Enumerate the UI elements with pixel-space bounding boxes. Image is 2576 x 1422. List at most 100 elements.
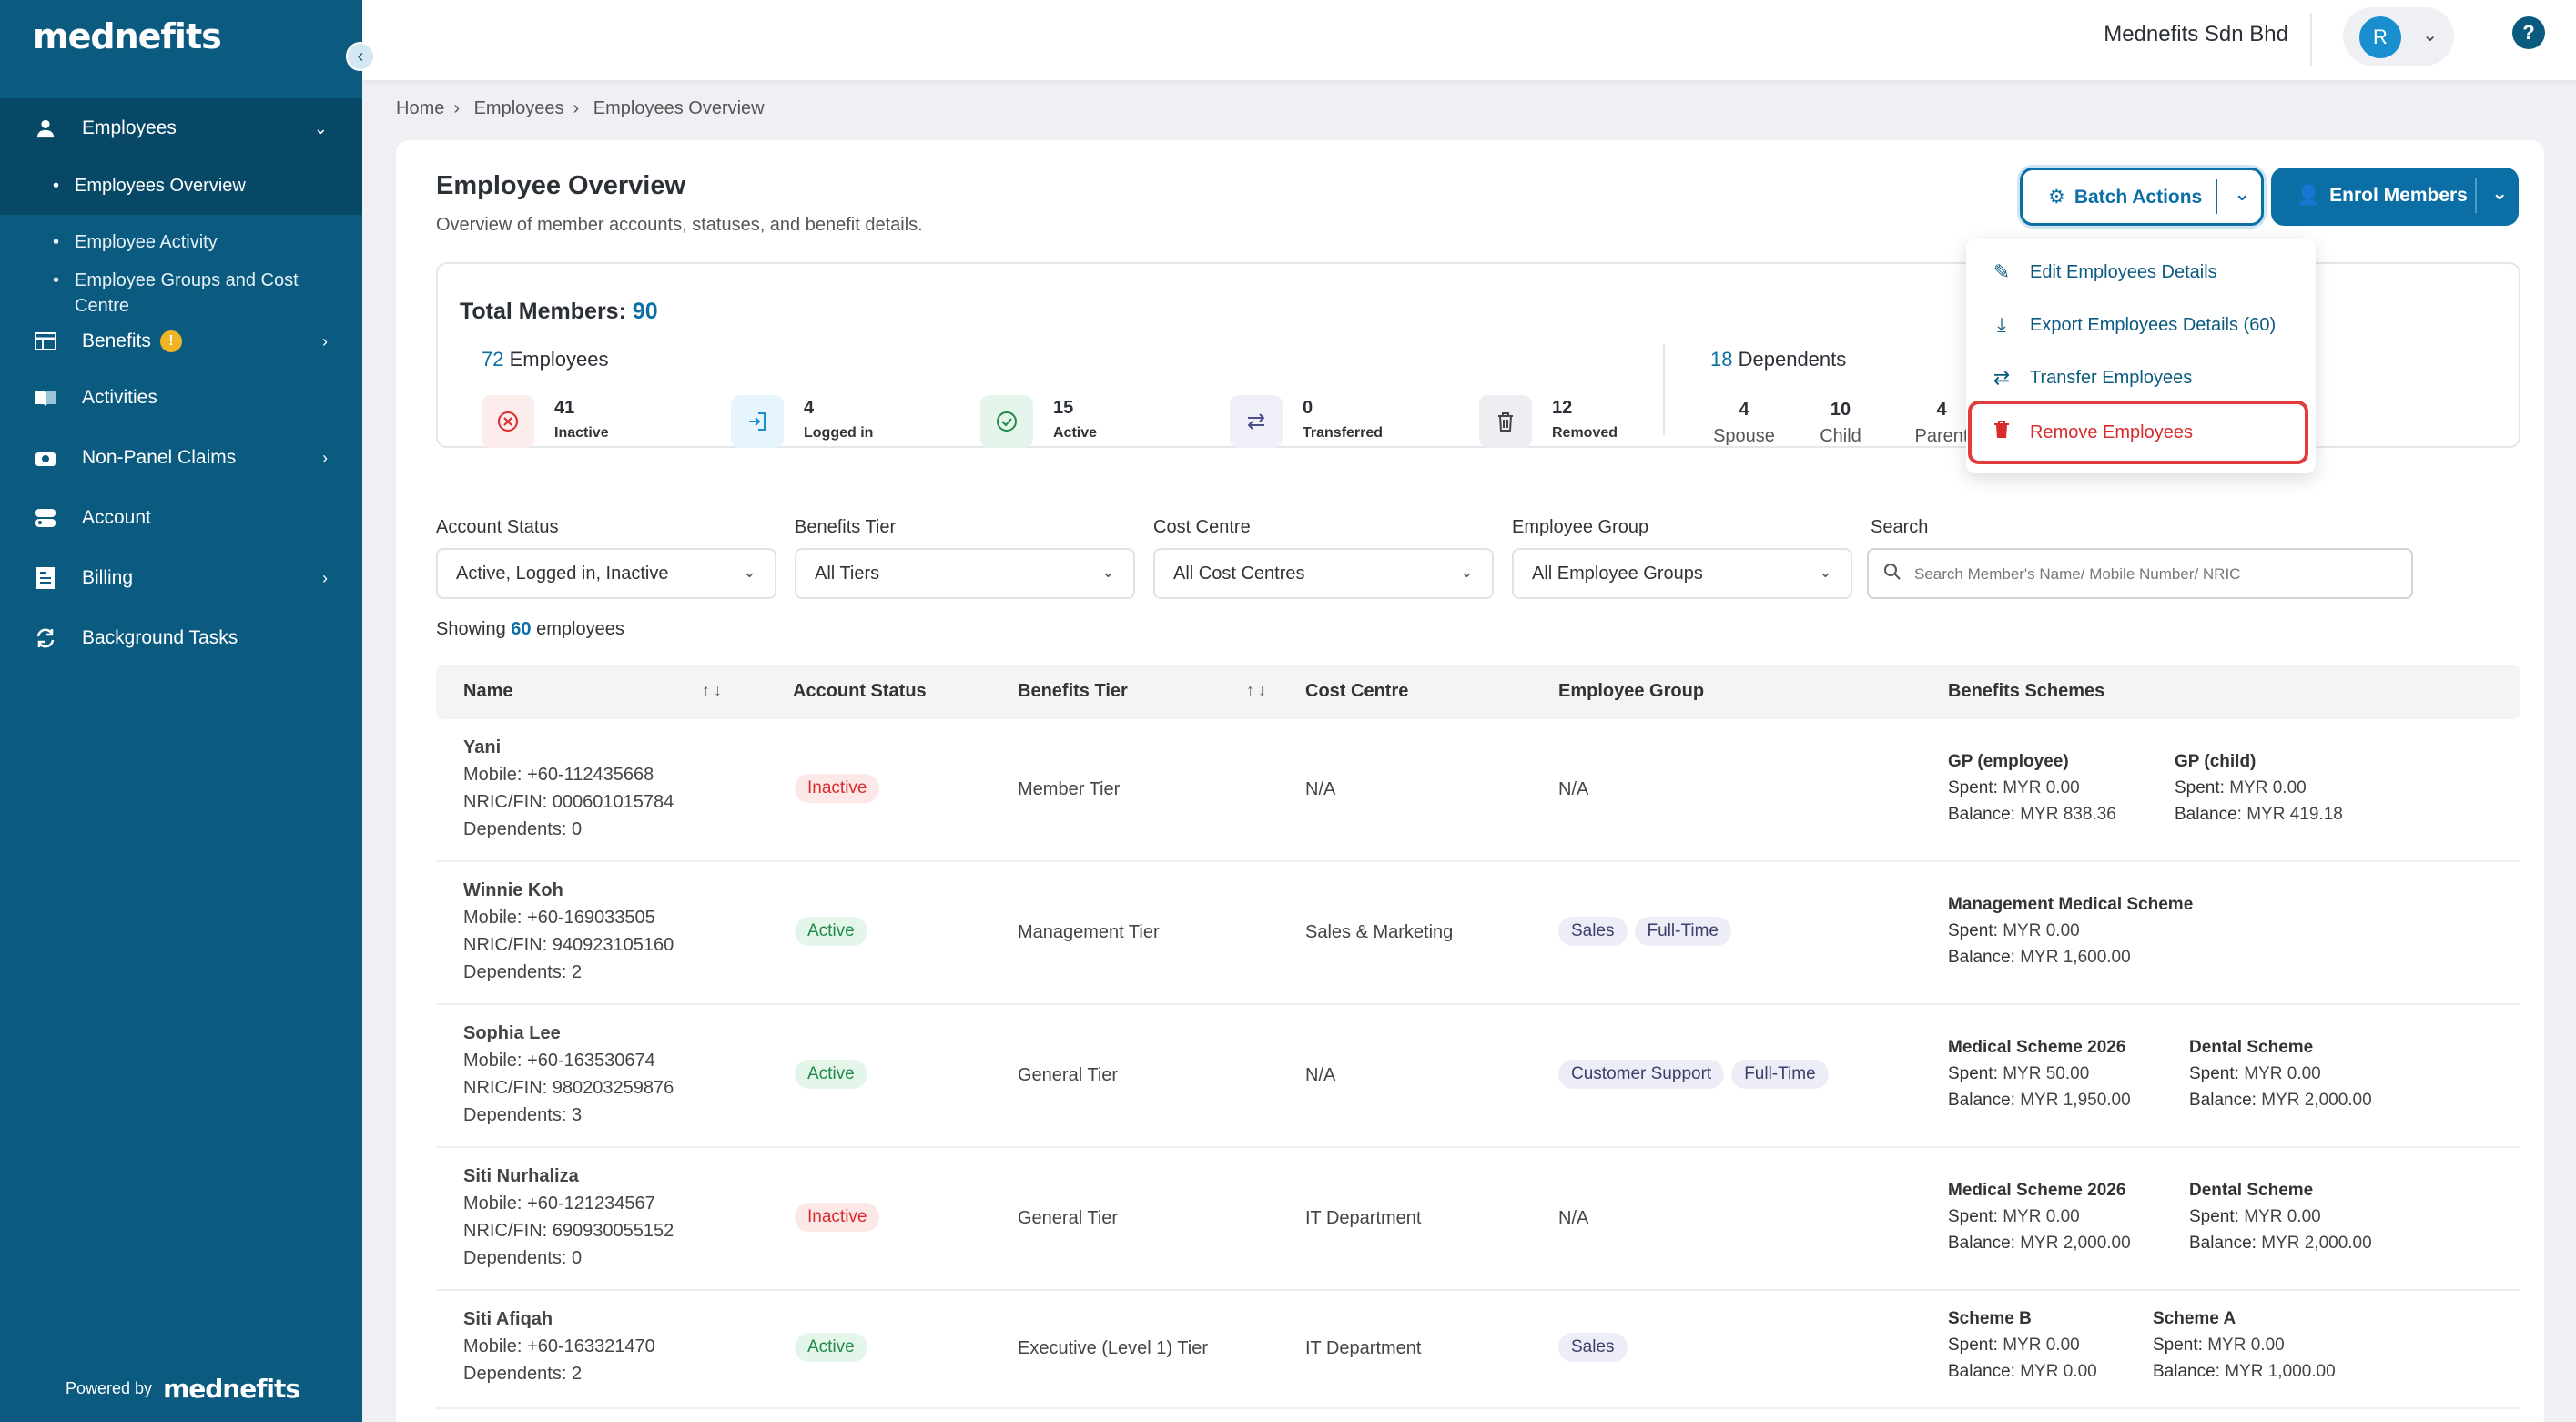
search-icon: [1883, 563, 1902, 586]
group-tags: Sales Full-Time: [1558, 917, 1739, 946]
balance-label: Balance:: [2189, 1234, 2257, 1253]
user-menu[interactable]: R ⌄: [2343, 7, 2454, 66]
employee-name-link[interactable]: Siti Nurhaliza: [463, 1166, 579, 1186]
chevron-down-icon[interactable]: ⌄: [2234, 184, 2250, 205]
employee-name-link[interactable]: Yani: [463, 737, 502, 757]
table-header: Name ↑↓ Account Status Benefits Tier ↑↓ …: [436, 665, 2520, 719]
status-badge: Inactive: [795, 774, 880, 803]
balance-label: Balance:: [2189, 1091, 2257, 1110]
table-row[interactable]: Siti Afiqah Mobile: +60-163321470 Depend…: [436, 1291, 2520, 1409]
employee-name-link[interactable]: Winnie Koh: [463, 880, 563, 900]
table-row[interactable]: Winnie Koh Mobile: +60-169033505 NRIC/FI…: [436, 862, 2520, 1005]
sidebar-item-label: Activities: [82, 387, 157, 408]
sidebar-item-benefits[interactable]: Benefits ! ›: [0, 315, 362, 368]
name-cell: Siti Afiqah Mobile: +60-163321470 Depend…: [463, 1305, 655, 1387]
employee-name-link[interactable]: Siti Afiqah: [463, 1309, 553, 1329]
stat-logged-in[interactable]: 4 Logged in: [731, 395, 873, 448]
sidebar-item-employees-overview[interactable]: Employees Overview: [0, 158, 362, 215]
sidebar-item-label: Billing: [82, 567, 134, 588]
employee-group-value: All Employee Groups: [1532, 564, 1703, 584]
menu-edit-employees[interactable]: ✎ Edit Employees Details: [1990, 260, 2217, 284]
dependent-spouse: 4 Spouse: [1710, 397, 1778, 450]
gear-icon: ⚙: [2048, 187, 2065, 208]
dependents-count-label: Dependents: [1738, 348, 1847, 371]
breadcrumb-employees[interactable]: Employees: [473, 98, 564, 118]
sidebar-item-billing[interactable]: Billing ›: [0, 548, 362, 608]
sort-icon[interactable]: ↑↓: [1246, 681, 1270, 699]
stat-label: Active: [1053, 425, 1098, 441]
balance-label: Balance:: [2175, 805, 2242, 824]
chevron-down-icon[interactable]: ⌄: [2491, 183, 2508, 204]
stat-inactive[interactable]: 41 Inactive: [482, 395, 609, 448]
dependents-text: Dependents: 2: [463, 962, 583, 982]
scheme-name: Dental Scheme: [2189, 1038, 2314, 1057]
sidebar-item-background-tasks[interactable]: Background Tasks: [0, 608, 362, 668]
table-icon: [33, 329, 58, 354]
stat-transferred[interactable]: 0 Transferred: [1230, 395, 1383, 448]
chevron-right-icon: ›: [322, 568, 328, 587]
showing-prefix: Showing: [436, 619, 506, 639]
sidebar-item-activities[interactable]: Activities: [0, 368, 362, 428]
scheme-block: Medical Scheme 2026 Spent: MYR 50.00 Bal…: [1948, 1034, 2131, 1113]
batch-actions-label: Batch Actions: [2074, 186, 2203, 208]
employee-name-link[interactable]: Sophia Lee: [463, 1023, 561, 1043]
menu-export-employees[interactable]: ⤓ Export Employees Details (60): [1990, 313, 2276, 337]
sidebar-item-employee-groups[interactable]: Employee Groups and Cost Centre: [0, 264, 362, 324]
batch-actions-button[interactable]: ⚙ Batch Actions ⌄: [2020, 168, 2264, 226]
column-benefits-schemes: Benefits Schemes: [1948, 681, 2105, 701]
dependents-text: Dependents: 0: [463, 1248, 583, 1268]
column-employee-group: Employee Group: [1558, 681, 1705, 701]
table-row[interactable]: Siti Nurhaliza Mobile: +60-121234567 NRI…: [436, 1148, 2520, 1291]
table-row[interactable]: Yani Mobile: +60-112435668 NRIC/FIN: 000…: [436, 719, 2520, 862]
balance-value: MYR 838.36: [2020, 805, 2116, 824]
benefits-tier-select[interactable]: All Tiers ⌄: [795, 548, 1135, 599]
mednefits-logo[interactable]: mednefits: [33, 16, 222, 56]
spent-label: Spent:: [1948, 1336, 1998, 1355]
help-icon[interactable]: ?: [2512, 16, 2545, 49]
page-title: Employee Overview: [436, 171, 686, 200]
cost-centre-label: Cost Centre: [1153, 517, 1251, 537]
scheme-block: GP (child) Spent: MYR 0.00 Balance: MYR …: [2175, 748, 2343, 828]
balance-label: Balance:: [2153, 1362, 2220, 1381]
cost-centre-select[interactable]: All Cost Centres ⌄: [1153, 548, 1494, 599]
account-status-select[interactable]: Active, Logged in, Inactive ⌄: [436, 548, 776, 599]
balance-label: Balance:: [1948, 948, 2015, 967]
breadcrumb-home[interactable]: Home: [396, 98, 445, 118]
menu-transfer-employees[interactable]: ⇄ Transfer Employees: [1990, 366, 2192, 390]
chevron-down-icon: ⌄: [1100, 563, 1115, 581]
menu-remove-employees[interactable]: Remove Employees: [1990, 421, 2193, 444]
scheme-name: Scheme A: [2153, 1309, 2236, 1328]
scheme-block: Scheme B Spent: MYR 0.00 Balance: MYR 0.…: [1948, 1305, 2097, 1385]
total-members-label: Total Members:: [460, 299, 626, 324]
search-input[interactable]: [1914, 559, 2397, 590]
receipt-icon: [33, 565, 58, 591]
scheme-block: Medical Scheme 2026 Spent: MYR 0.00 Bala…: [1948, 1177, 2131, 1256]
stat-value: 41: [554, 398, 575, 418]
table-row[interactable]: Sophia Lee Mobile: +60-163530674 NRIC/FI…: [436, 1005, 2520, 1148]
collapse-sidebar-button[interactable]: ‹: [346, 42, 375, 71]
employee-group-select[interactable]: All Employee Groups ⌄: [1512, 548, 1852, 599]
dependents-text: Dependents: 0: [463, 819, 583, 839]
sort-icon[interactable]: ↑↓: [702, 681, 725, 699]
enrol-members-button[interactable]: 👤 Enrol Members ⌄: [2271, 168, 2519, 226]
stat-active[interactable]: 15 Active: [980, 395, 1097, 448]
sidebar-item-employees[interactable]: Employees ⌄: [0, 98, 362, 158]
spent-value: MYR 0.00: [2229, 778, 2307, 797]
chevron-down-icon: ⌄: [1459, 563, 1474, 581]
sidebar-item-non-panel-claims[interactable]: Non-Panel Claims ›: [0, 428, 362, 488]
group-text: N/A: [1558, 1208, 1589, 1228]
enrol-members-label: Enrol Members: [2329, 185, 2468, 206]
batch-actions-menu: ✎ Edit Employees Details ⤓ Export Employ…: [1966, 239, 2316, 473]
stat-removed[interactable]: 12 Removed: [1479, 395, 1618, 448]
spent-label: Spent:: [2153, 1336, 2203, 1355]
column-account-status: Account Status: [793, 681, 927, 701]
status-badge: Active: [795, 917, 867, 946]
dependent-value: 10: [1830, 400, 1851, 420]
chevron-right-icon: ›: [322, 331, 328, 350]
column-name[interactable]: Name: [463, 681, 513, 701]
sidebar-item-account[interactable]: Account: [0, 488, 362, 548]
mednefits-footer-logo: mednefits: [163, 1374, 300, 1404]
sidebar-item-employee-activity[interactable]: Employee Activity: [0, 215, 362, 264]
column-benefits-tier[interactable]: Benefits Tier: [1018, 681, 1128, 701]
scheme-name: GP (child): [2175, 752, 2257, 771]
